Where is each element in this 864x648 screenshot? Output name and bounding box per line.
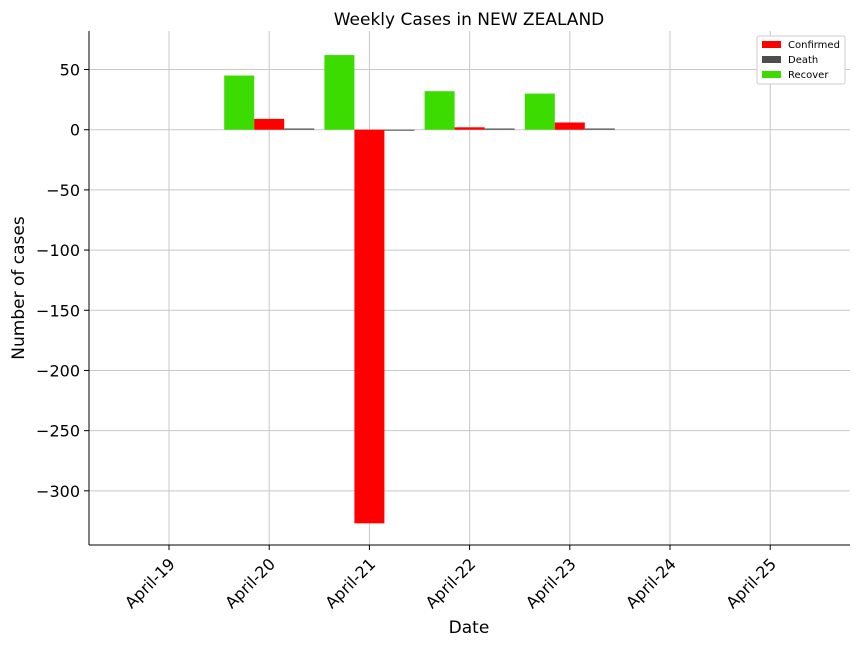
y-tick-label: −250 <box>36 422 80 441</box>
y-axis-title: Number of cases <box>9 216 29 360</box>
bar-recover-april-20 <box>224 75 255 130</box>
x-tick-label: April-22 <box>422 554 480 612</box>
legend-swatch-confirmed <box>762 41 781 48</box>
x-tick-label: April-24 <box>622 554 680 612</box>
bar-death-april-23 <box>584 128 615 130</box>
chart-title: Weekly Cases in NEW ZEALAND <box>334 10 605 30</box>
y-tick-label: −150 <box>36 301 80 320</box>
x-tick-label: April-25 <box>722 554 780 612</box>
y-tick-label: −100 <box>36 241 80 260</box>
y-axis-ticks: 50 0 −50 −100 −150 −200 −250 −300 <box>36 61 89 501</box>
legend-label-recover: Recover <box>788 70 829 81</box>
grid-lines <box>89 31 850 545</box>
bar-confirmed-april-20 <box>254 118 285 130</box>
bar-death-april-20 <box>284 128 315 130</box>
x-tick-label: April-21 <box>321 554 379 612</box>
bar-recover-april-22 <box>424 91 455 130</box>
x-tick-label: April-20 <box>221 554 279 612</box>
bar-death-april-21 <box>384 129 415 131</box>
bar-confirmed-april-23 <box>554 122 585 130</box>
bar-confirmed-april-22 <box>454 127 485 130</box>
legend-label-death: Death <box>788 55 818 66</box>
bar-confirmed-april-21 <box>354 129 385 524</box>
bar-death-april-22 <box>484 128 515 130</box>
x-axis-ticks: April-19 April-20 April-21 April-22 April-23… <box>121 545 780 612</box>
legend-label-confirmed: Confirmed <box>788 40 840 51</box>
bar-recover-april-23 <box>524 93 555 130</box>
y-tick-label: −50 <box>46 181 80 200</box>
bar-recover-april-21 <box>324 55 355 130</box>
y-tick-label: −300 <box>36 482 80 501</box>
x-tick-label: April-19 <box>121 554 179 612</box>
y-tick-label: 0 <box>70 121 80 140</box>
x-tick-label: April-23 <box>522 554 580 612</box>
legend-swatch-recover <box>762 71 781 78</box>
x-axis-title: Date <box>449 618 490 638</box>
y-tick-label: −200 <box>36 361 80 380</box>
legend-swatch-death <box>762 56 781 63</box>
y-tick-label: 50 <box>60 61 80 80</box>
legend: Confirmed Death Recover <box>756 35 846 85</box>
bars <box>224 55 615 524</box>
